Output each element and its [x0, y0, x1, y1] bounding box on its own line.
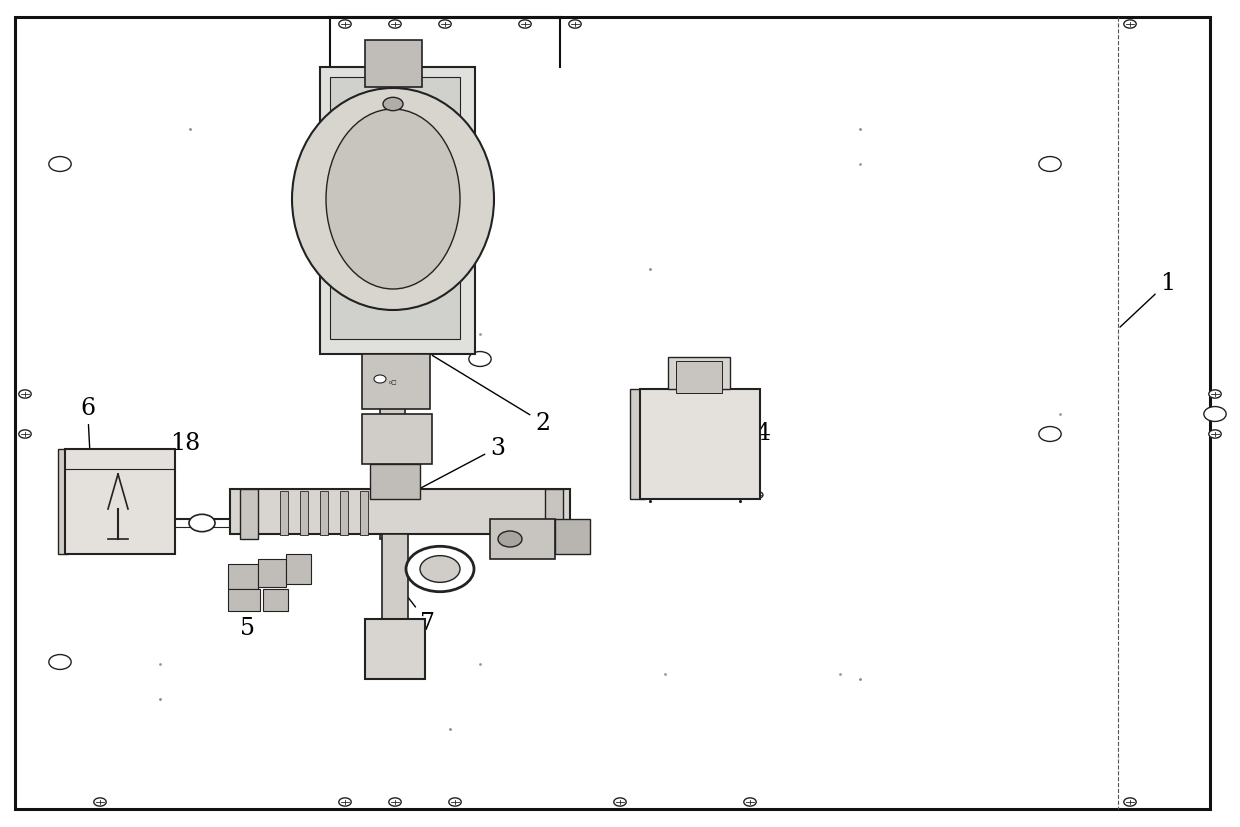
Bar	[379, 355, 405, 539]
Circle shape	[91, 452, 100, 458]
Circle shape	[339, 21, 351, 29]
Bar	[360, 491, 368, 535]
Bar	[546, 490, 563, 539]
Bar	[362, 414, 432, 465]
Circle shape	[48, 655, 71, 670]
Circle shape	[1039, 427, 1061, 442]
Circle shape	[569, 21, 582, 29]
Text: 1: 1	[1120, 272, 1176, 327]
Circle shape	[1039, 157, 1061, 172]
Circle shape	[448, 340, 463, 350]
Bar	[370, 465, 420, 500]
Circle shape	[150, 452, 160, 458]
Circle shape	[327, 75, 342, 85]
Bar	[64, 449, 175, 554]
Bar	[300, 491, 308, 535]
Circle shape	[469, 352, 491, 367]
Circle shape	[91, 546, 100, 552]
Circle shape	[374, 375, 386, 384]
Text: 6: 6	[81, 396, 95, 452]
Circle shape	[1209, 430, 1221, 438]
Bar	[330, 78, 460, 340]
Text: 4: 4	[703, 422, 770, 449]
Circle shape	[744, 798, 756, 806]
Bar	[640, 390, 760, 500]
Circle shape	[639, 391, 649, 398]
Circle shape	[614, 798, 626, 806]
Circle shape	[448, 75, 463, 85]
Ellipse shape	[291, 88, 494, 311]
Bar	[382, 534, 408, 619]
Bar	[58, 449, 68, 554]
Bar	[280, 491, 288, 535]
Circle shape	[389, 798, 402, 806]
Circle shape	[449, 798, 461, 806]
Text: 5: 5	[241, 582, 255, 639]
Bar	[241, 490, 258, 539]
Bar	[229, 490, 570, 534]
Bar	[228, 590, 260, 611]
Circle shape	[1123, 21, 1136, 29]
Bar	[228, 564, 258, 590]
Circle shape	[1204, 407, 1226, 422]
Circle shape	[1209, 390, 1221, 399]
Text: 18: 18	[123, 432, 200, 488]
Bar	[668, 357, 730, 390]
Bar	[630, 390, 645, 500]
Circle shape	[339, 798, 351, 806]
Text: 7: 7	[392, 576, 435, 634]
Circle shape	[188, 514, 215, 532]
Text: o□: o□	[388, 380, 397, 385]
Circle shape	[383, 98, 403, 112]
Circle shape	[446, 170, 459, 179]
Bar	[320, 68, 475, 355]
Bar	[258, 559, 286, 587]
Circle shape	[1123, 798, 1136, 806]
Circle shape	[94, 798, 107, 806]
Circle shape	[439, 21, 451, 29]
Bar	[340, 491, 348, 535]
Bar	[362, 355, 430, 409]
Circle shape	[498, 531, 522, 547]
Circle shape	[389, 21, 402, 29]
Text: 2: 2	[433, 356, 551, 434]
Bar	[676, 361, 722, 394]
Circle shape	[19, 430, 31, 438]
Circle shape	[48, 157, 71, 172]
Bar	[365, 619, 425, 679]
Bar	[263, 590, 288, 611]
Circle shape	[150, 546, 160, 552]
Circle shape	[19, 390, 31, 399]
Circle shape	[327, 170, 340, 179]
Circle shape	[420, 556, 460, 583]
Bar	[365, 41, 422, 88]
Ellipse shape	[326, 110, 460, 289]
Circle shape	[327, 290, 340, 299]
Bar	[556, 519, 590, 554]
Circle shape	[446, 290, 459, 299]
Bar	[286, 554, 311, 585]
Bar	[490, 519, 556, 559]
Circle shape	[327, 340, 342, 350]
Text: 3: 3	[403, 437, 505, 498]
Circle shape	[753, 492, 763, 499]
Bar	[320, 491, 329, 535]
Circle shape	[405, 547, 474, 592]
Circle shape	[518, 21, 531, 29]
Circle shape	[639, 492, 649, 499]
